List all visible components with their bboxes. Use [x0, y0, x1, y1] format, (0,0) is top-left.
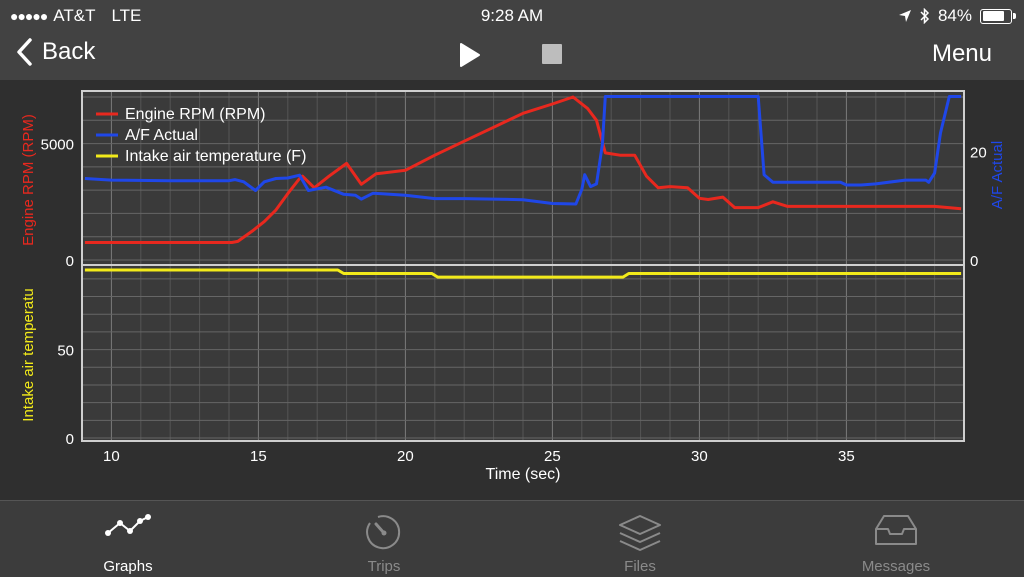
chart-area: 10 15 20 25 30 35 Time (sec) 0 5000 0 20 0 50 Engine … [0, 80, 1024, 500]
x-tick-label: 25 [544, 448, 561, 465]
graph-icon [105, 514, 151, 536]
legend-label: A/F Actual [125, 127, 198, 144]
obd-chart[interactable]: 10 15 20 25 30 35 Time (sec) 0 5000 0 20 0 50 Engine … [0, 80, 1024, 500]
y-right-tick-label: 20 [970, 144, 987, 161]
carrier-label: AT&T [53, 6, 96, 25]
status-time: 9:28 AM [480, 6, 544, 25]
status-bar: ●●●●● AT&T LTE 9:28 AM 84% [0, 0, 1024, 32]
navigation-bar: Back Menu [0, 32, 1024, 80]
location-arrow-icon [898, 10, 911, 22]
y-temp-tick-label: 50 [57, 343, 74, 360]
y-left-tick-label: 5000 [41, 137, 74, 154]
status-left: ●●●●● AT&T LTE [10, 6, 141, 26]
y-right-tick-label: 0 [970, 253, 978, 270]
tab-messages[interactable]: Messages [768, 501, 1024, 577]
tab-graphs[interactable]: Graphs [0, 501, 256, 577]
x-tick-label: 20 [397, 448, 414, 465]
gauge-icon [366, 515, 401, 550]
tab-messages-label: Messages [861, 558, 931, 575]
chart-legend: Engine RPM (RPM) A/F Actual Intake air tem… [96, 106, 306, 165]
y-temp-tick-label: 0 [66, 431, 74, 448]
x-tick-label: 10 [103, 448, 120, 465]
y-temp-axis-label: Intake air temperatu [20, 288, 37, 421]
tab-graphs-label: Graphs [103, 558, 153, 575]
tab-trips[interactable]: Trips [256, 501, 512, 577]
status-right: 84% [898, 6, 1016, 26]
signal-strength-icon: ●●●●● [10, 8, 48, 24]
back-button[interactable]: Back [16, 38, 95, 66]
battery-icon [980, 8, 1016, 24]
battery-percent: 84% [937, 6, 972, 25]
inbox-tray-icon [875, 515, 917, 545]
y-left-axis-label: Engine RPM (RPM) [20, 114, 37, 246]
tab-trips-label: Trips [367, 558, 401, 575]
layers-icon [619, 515, 661, 551]
legend-label: Intake air temperature (F) [125, 148, 306, 165]
tab-bar: Graphs Trips Files Messages [0, 500, 1024, 577]
stop-button[interactable] [542, 44, 562, 64]
x-tick-label: 30 [691, 448, 708, 465]
y-right-axis-label: A/F Actual [989, 141, 1006, 209]
play-button[interactable] [458, 42, 482, 68]
bluetooth-icon [920, 8, 930, 24]
x-axis-label: Time (sec) [486, 466, 561, 483]
back-label: Back [42, 38, 96, 65]
intake-temp-series-line [84, 268, 962, 279]
x-tick-label: 35 [838, 448, 855, 465]
x-tick-label: 15 [250, 448, 267, 465]
menu-button[interactable]: Menu [931, 40, 992, 67]
legend-label: Engine RPM (RPM) [125, 106, 265, 123]
chevron-left-icon [17, 38, 32, 66]
tab-files[interactable]: Files [512, 501, 768, 577]
network-label: LTE [111, 6, 142, 25]
y-left-tick-label: 0 [66, 253, 74, 270]
af-actual-series-line [84, 95, 962, 206]
tab-files-label: Files [624, 558, 656, 575]
